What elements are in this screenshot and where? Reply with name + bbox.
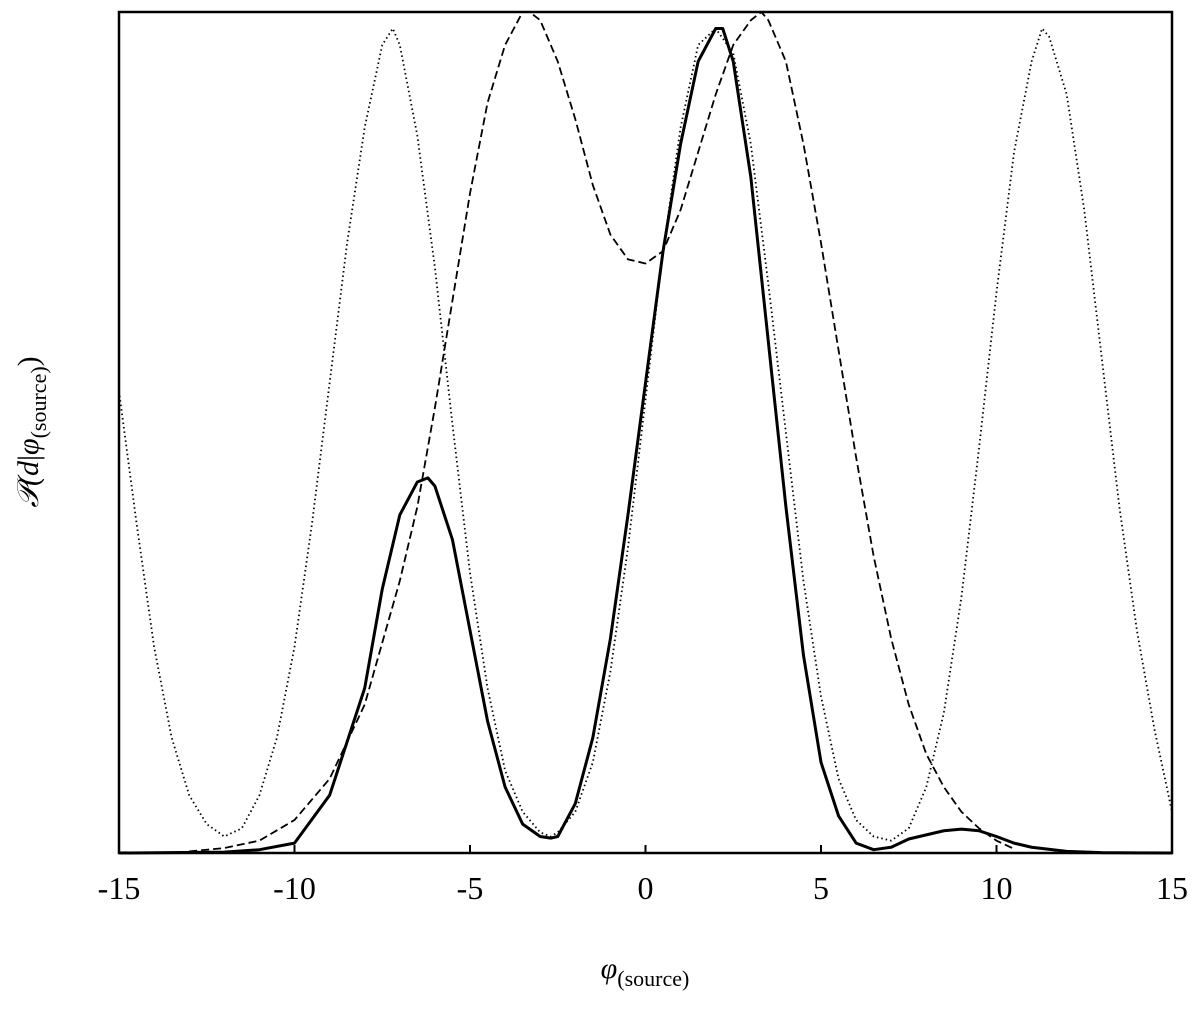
y-axis-label-symbol: φ bbox=[12, 438, 45, 455]
x-tick-label: -5 bbox=[457, 870, 484, 906]
plot-frame bbox=[117, 10, 1174, 855]
x-tick-label: -15 bbox=[98, 870, 141, 906]
series-dotted-line bbox=[118, 27, 1173, 842]
x-axis-ticks bbox=[118, 845, 1173, 853]
x-axis-label-symbol: φ bbox=[601, 952, 618, 985]
y-axis-label-subscript: (source) bbox=[26, 366, 51, 438]
y-axis-label-d: d bbox=[12, 460, 45, 476]
x-axis-label: φ(source) bbox=[601, 952, 690, 991]
x-axis-tick-labels: -15 -10 -5 0 5 10 15 bbox=[98, 870, 1188, 906]
x-tick-label: 5 bbox=[813, 870, 829, 906]
series-solid-line bbox=[118, 26, 1173, 855]
y-axis-label-prefix: 𝒫( bbox=[12, 474, 45, 508]
x-tick-label: 10 bbox=[981, 870, 1013, 906]
plot-lines bbox=[118, 11, 1173, 855]
y-axis-label: 𝒫(d|φ(source)) bbox=[12, 356, 51, 507]
x-tick-label: 0 bbox=[638, 870, 654, 906]
y-axis-label-bar: | bbox=[12, 455, 45, 461]
series-dashed-line bbox=[189, 11, 1015, 853]
x-tick-label: 15 bbox=[1156, 870, 1188, 906]
x-axis-label-subscript: (source) bbox=[617, 966, 689, 991]
y-axis-label-suffix: ) bbox=[12, 356, 45, 366]
x-tick-label: -10 bbox=[273, 870, 316, 906]
